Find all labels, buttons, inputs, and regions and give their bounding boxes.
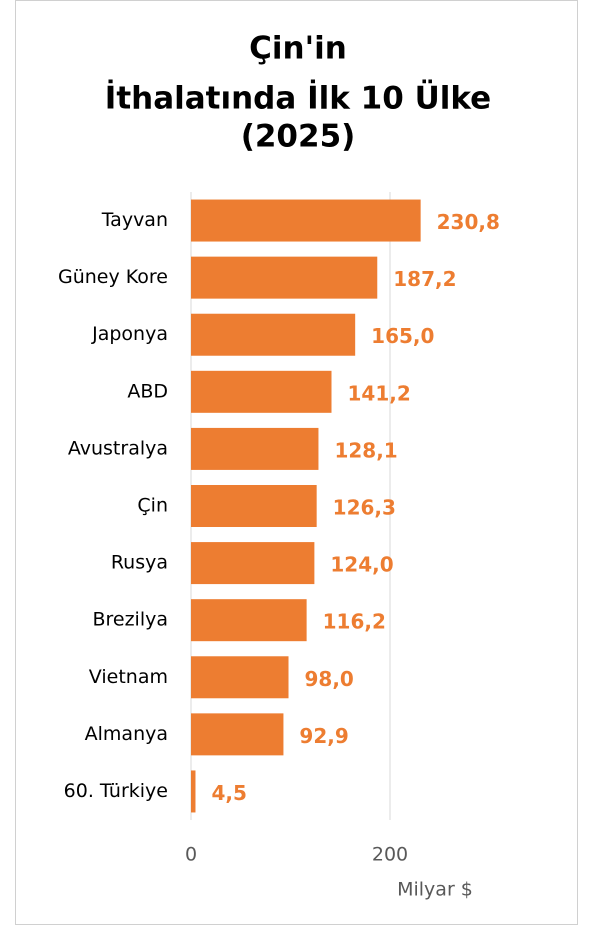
chart-title: Çin'in xyxy=(249,31,347,67)
y-tick-label: Almanya xyxy=(85,723,168,745)
y-tick-label: 60. Türkiye xyxy=(64,780,168,802)
bar xyxy=(191,313,356,356)
y-tick-label: Avustralya xyxy=(68,437,168,459)
y-tick-label: Çin xyxy=(137,495,168,517)
value-label: 116,2 xyxy=(323,610,386,634)
value-label: 98,0 xyxy=(305,667,354,691)
x-tick-label: 0 xyxy=(185,844,197,866)
x-tick-label: 200 xyxy=(372,844,408,866)
chart-title: (2025) xyxy=(241,119,356,155)
bar xyxy=(191,599,307,642)
value-label: 128,1 xyxy=(334,438,397,462)
value-label: 124,0 xyxy=(330,553,393,577)
value-label: 92,9 xyxy=(299,724,348,748)
chart-title: İthalatında İlk 10 Ülke xyxy=(105,80,491,117)
bar xyxy=(191,542,315,585)
bar xyxy=(191,770,196,813)
bar xyxy=(191,199,421,242)
x-axis-label: Milyar $ xyxy=(397,879,473,901)
value-label: 230,8 xyxy=(437,210,500,234)
y-tick-label: Japonya xyxy=(91,323,168,345)
bar xyxy=(191,656,289,699)
y-tick-label: Brezilya xyxy=(92,609,168,631)
bar xyxy=(191,713,284,756)
value-label: 126,3 xyxy=(333,496,396,520)
bar xyxy=(191,370,332,413)
bar xyxy=(191,427,319,470)
value-label: 4,5 xyxy=(211,781,246,805)
y-tick-label: Vietnam xyxy=(89,666,168,688)
value-label: 165,0 xyxy=(371,324,434,348)
bar xyxy=(191,485,317,527)
y-tick-label: Rusya xyxy=(111,552,168,574)
y-tick-label: ABD xyxy=(127,380,168,402)
y-tick-label: Tayvan xyxy=(101,209,168,231)
bar xyxy=(191,256,378,299)
value-label: 187,2 xyxy=(393,267,456,291)
y-tick-label: Güney Kore xyxy=(58,266,168,288)
value-label: 141,2 xyxy=(347,381,410,405)
